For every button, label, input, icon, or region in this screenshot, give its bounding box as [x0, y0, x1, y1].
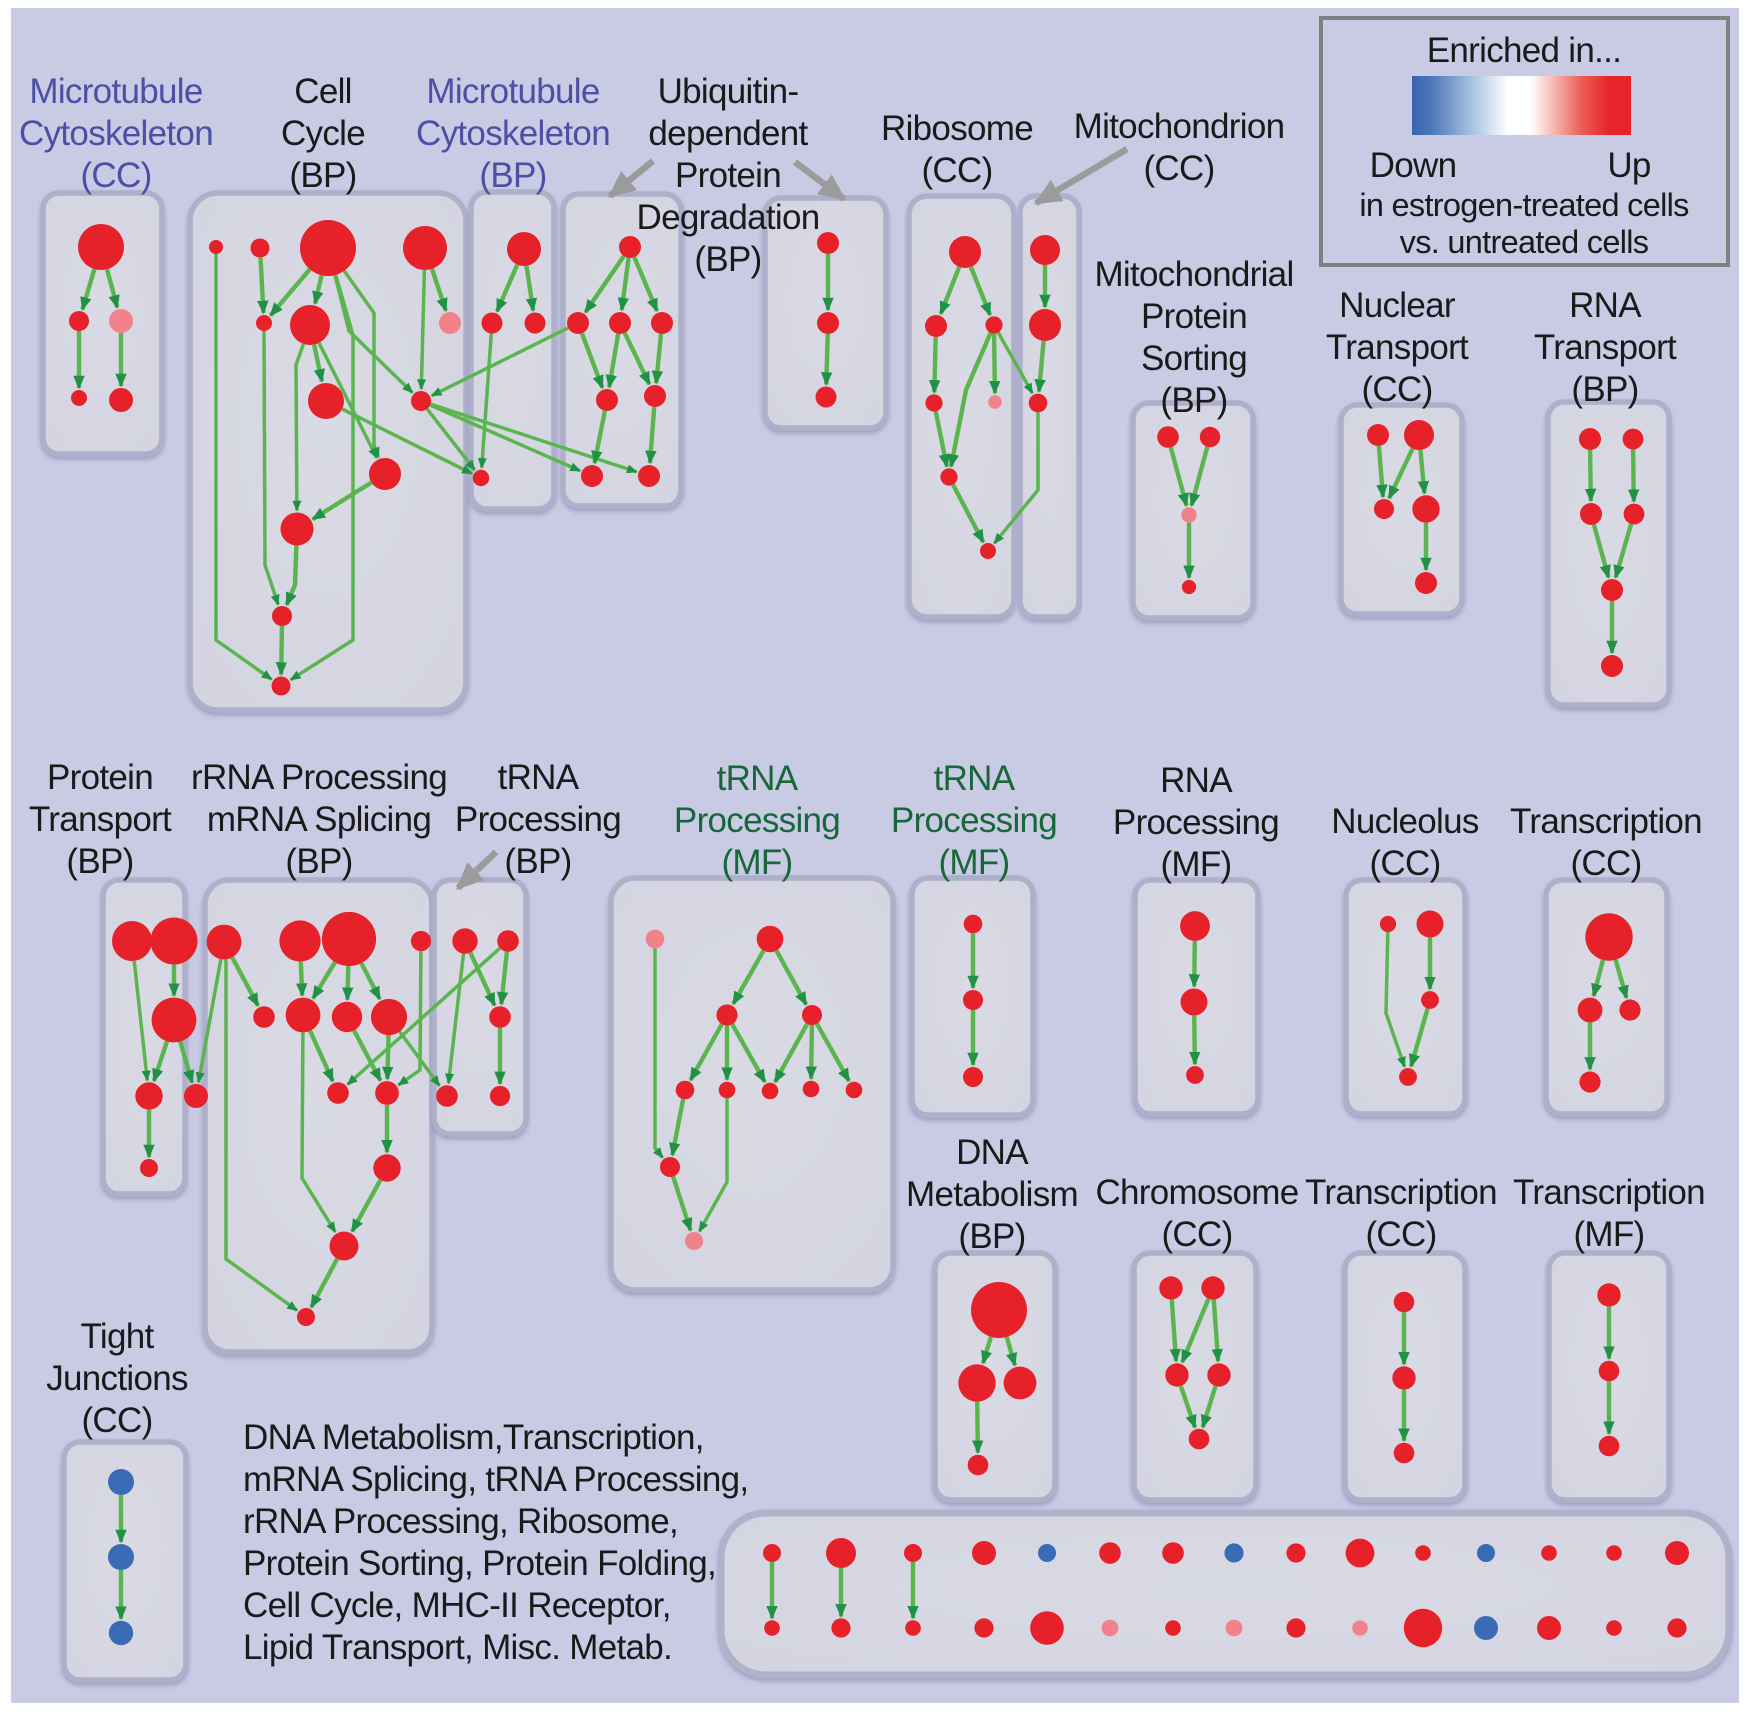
- svg-text:Microtubule: Microtubule: [29, 72, 202, 111]
- svg-text:(CC): (CC): [1369, 844, 1440, 883]
- svg-text:Transport: Transport: [1534, 328, 1677, 367]
- svg-text:tRNA: tRNA: [717, 759, 799, 798]
- svg-text:Enriched in...: Enriched in...: [1427, 31, 1621, 70]
- svg-text:DNA: DNA: [956, 1133, 1029, 1172]
- svg-text:Ribosome: Ribosome: [881, 109, 1033, 148]
- svg-text:(BP): (BP): [958, 1217, 1025, 1256]
- svg-text:mRNA Splicing: mRNA Splicing: [207, 800, 431, 839]
- svg-text:Down: Down: [1370, 146, 1457, 185]
- svg-text:Lipid Transport, Misc. Metab.: Lipid Transport, Misc. Metab.: [243, 1628, 672, 1667]
- svg-text:(BP): (BP): [1571, 370, 1638, 409]
- svg-text:Up: Up: [1607, 146, 1650, 185]
- svg-text:vs. untreated cells: vs. untreated cells: [1400, 224, 1649, 260]
- svg-text:Protein: Protein: [1141, 297, 1247, 336]
- svg-text:(BP): (BP): [504, 842, 571, 881]
- svg-text:tRNA: tRNA: [498, 758, 580, 797]
- svg-text:Processing: Processing: [891, 801, 1057, 840]
- svg-text:(BP): (BP): [285, 842, 352, 881]
- svg-text:mRNA Splicing, tRNA Processing: mRNA Splicing, tRNA Processing,: [243, 1460, 748, 1499]
- svg-text:Degradation: Degradation: [637, 198, 820, 237]
- svg-text:(CC): (CC): [1161, 1215, 1232, 1254]
- svg-text:Cytoskeleton: Cytoskeleton: [19, 114, 213, 153]
- svg-text:RNA: RNA: [1160, 761, 1233, 800]
- svg-text:Processing: Processing: [674, 801, 840, 840]
- svg-text:Chromosome: Chromosome: [1095, 1173, 1298, 1212]
- svg-text:Transcription: Transcription: [1305, 1173, 1497, 1212]
- svg-text:Mitochondrial: Mitochondrial: [1094, 255, 1293, 294]
- svg-text:Sorting: Sorting: [1141, 339, 1247, 378]
- svg-text:Metabolism: Metabolism: [906, 1175, 1078, 1214]
- svg-text:Protein Sorting, Protein Foldi: Protein Sorting, Protein Folding,: [243, 1544, 716, 1583]
- svg-text:(BP): (BP): [66, 842, 133, 881]
- svg-text:rRNA Processing: rRNA Processing: [191, 758, 447, 797]
- svg-text:Tight: Tight: [80, 1317, 154, 1356]
- svg-text:tRNA: tRNA: [934, 759, 1016, 798]
- svg-text:dependent: dependent: [648, 114, 808, 153]
- svg-text:Transcription: Transcription: [1510, 802, 1702, 841]
- svg-text:(MF): (MF): [1160, 845, 1231, 884]
- svg-text:Cytoskeleton: Cytoskeleton: [416, 114, 610, 153]
- svg-text:(BP): (BP): [479, 156, 546, 195]
- svg-text:DNA Metabolism,Transcription,: DNA Metabolism,Transcription,: [243, 1418, 704, 1457]
- svg-text:RNA: RNA: [1569, 286, 1642, 325]
- svg-text:Transport: Transport: [29, 800, 172, 839]
- svg-text:(CC): (CC): [81, 1401, 152, 1440]
- svg-text:in estrogen-treated cells: in estrogen-treated cells: [1359, 187, 1689, 223]
- svg-text:(CC): (CC): [1365, 1215, 1436, 1254]
- svg-text:(BP): (BP): [1160, 381, 1227, 420]
- svg-text:Cell Cycle, MHC-II Receptor,: Cell Cycle, MHC-II Receptor,: [243, 1586, 671, 1625]
- svg-text:rRNA Processing, Ribosome,: rRNA Processing, Ribosome,: [243, 1502, 678, 1541]
- svg-text:Mitochondrion: Mitochondrion: [1074, 107, 1285, 146]
- svg-text:Junctions: Junctions: [46, 1359, 188, 1398]
- svg-text:Transcription: Transcription: [1513, 1173, 1705, 1212]
- svg-text:(CC): (CC): [921, 151, 992, 190]
- svg-text:(CC): (CC): [1361, 370, 1432, 409]
- svg-text:(BP): (BP): [289, 156, 356, 195]
- svg-text:(BP): (BP): [694, 240, 761, 279]
- svg-text:(CC): (CC): [80, 156, 151, 195]
- svg-text:Processing: Processing: [455, 800, 621, 839]
- svg-text:Cell: Cell: [294, 72, 352, 111]
- svg-text:(MF): (MF): [938, 843, 1009, 882]
- svg-text:Nuclear: Nuclear: [1339, 286, 1456, 325]
- svg-text:(MF): (MF): [721, 843, 792, 882]
- svg-text:Microtubule: Microtubule: [426, 72, 599, 111]
- svg-text:(CC): (CC): [1570, 844, 1641, 883]
- svg-text:Protein: Protein: [47, 758, 153, 797]
- svg-text:(MF): (MF): [1573, 1215, 1644, 1254]
- svg-text:Processing: Processing: [1113, 803, 1279, 842]
- svg-text:(CC): (CC): [1143, 149, 1214, 188]
- svg-text:Protein: Protein: [675, 156, 781, 195]
- svg-text:Transport: Transport: [1326, 328, 1469, 367]
- svg-text:Ubiquitin-: Ubiquitin-: [658, 72, 799, 111]
- svg-text:Nucleolus: Nucleolus: [1331, 802, 1479, 841]
- svg-text:Cycle: Cycle: [281, 114, 365, 153]
